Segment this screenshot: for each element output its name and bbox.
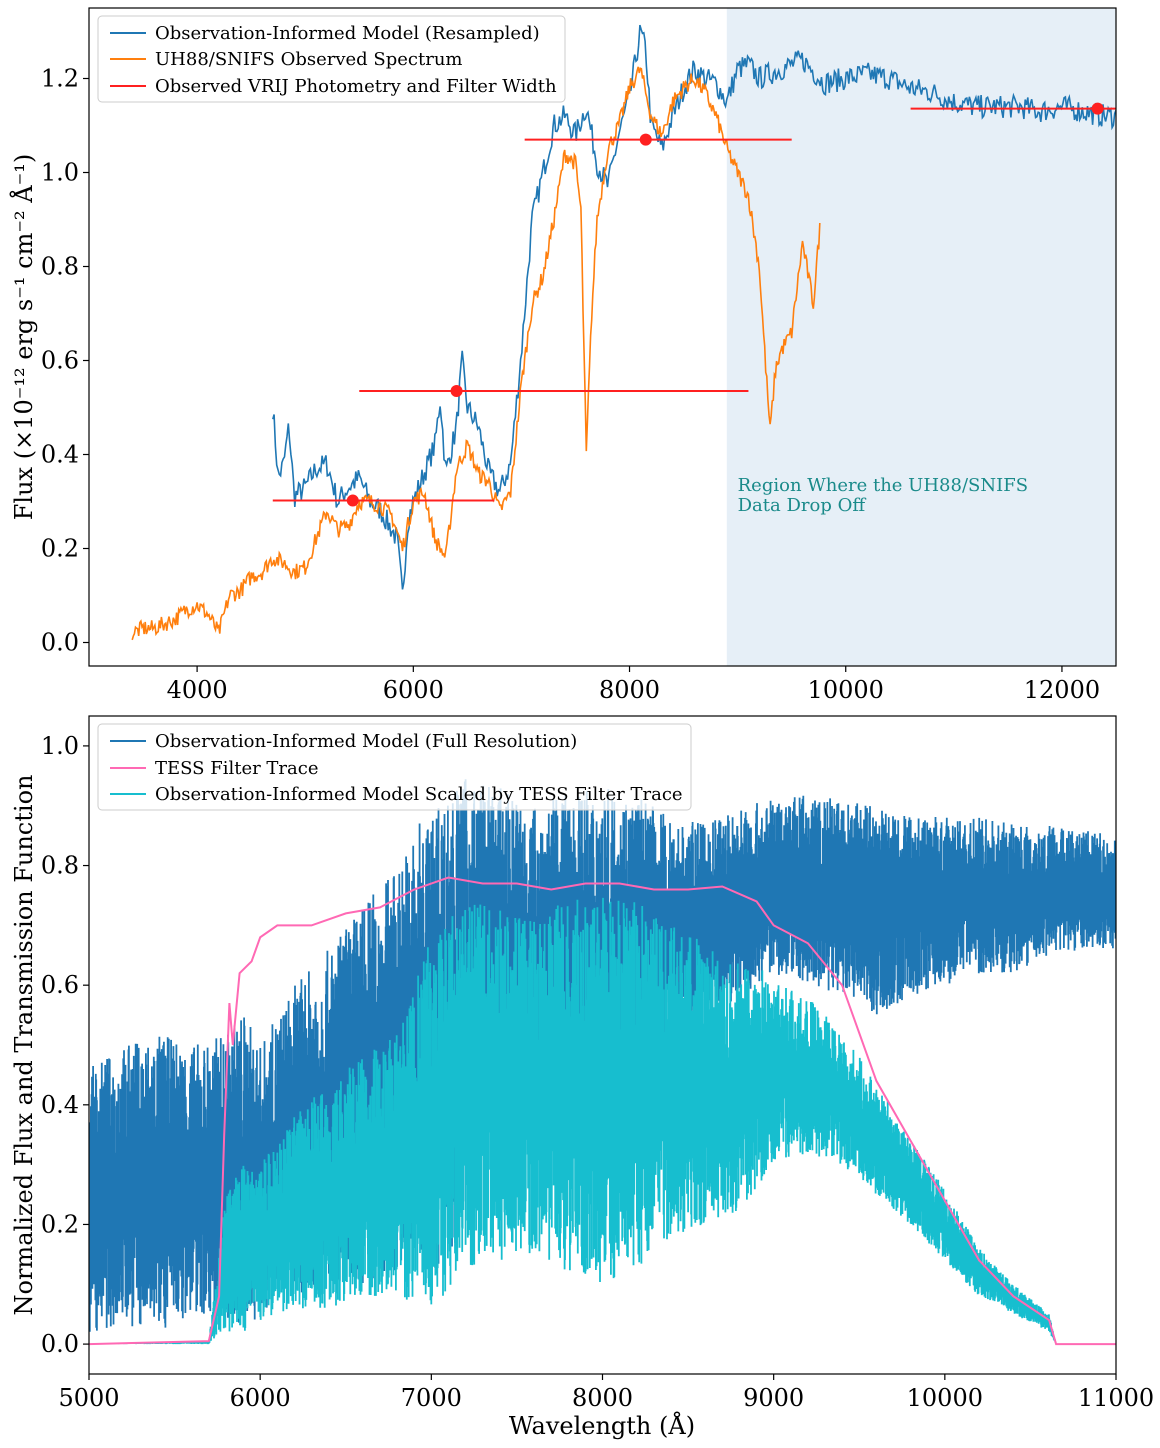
legend-label-model: Observation-Informed Model (Resampled) bbox=[155, 23, 540, 44]
bottom-legend-box bbox=[97, 723, 692, 811]
bottom-xtick-label: 10000 bbox=[907, 1384, 983, 1412]
top-xtick-label: 4000 bbox=[167, 676, 228, 704]
bottom-xtick-label: 7000 bbox=[401, 1384, 462, 1412]
bottom-ytick-label: 0.6 bbox=[41, 971, 79, 999]
top-xtick-label: 10000 bbox=[808, 676, 884, 704]
bottom-legend: Observation-Informed Model (Full Resolut… bbox=[97, 723, 692, 811]
top-ytick-label: 0.4 bbox=[41, 441, 79, 469]
bottom-ytick-label: 0.4 bbox=[41, 1091, 79, 1119]
bottom-ytick-label: 0.8 bbox=[41, 852, 79, 880]
top-ytick-label: 1.0 bbox=[41, 159, 79, 187]
bottom-x-ticks: 5000 6000 7000 8000 9000 10000 11000 bbox=[58, 1374, 1154, 1412]
legend-label-photometry: Observed VRIJ Photometry and Filter Widt… bbox=[155, 76, 557, 97]
dropoff-annotation-line-1: Region Where the UH88/SNIFS bbox=[738, 475, 1028, 496]
bottom-y-axis-label: Normalized Flux and Transmission Functio… bbox=[10, 775, 38, 1316]
top-xtick-label: 12000 bbox=[1024, 676, 1100, 704]
top-legend-box bbox=[97, 15, 566, 103]
bottom-y-ticks: 0.0 0.2 0.4 0.6 0.8 1.0 bbox=[41, 732, 89, 1358]
series-model-resampled bbox=[272, 24, 1116, 590]
top-ytick-label: 0.2 bbox=[41, 535, 79, 563]
bottom-xtick-label: 11000 bbox=[1078, 1384, 1154, 1412]
legend-label-observed: UH88/SNIFS Observed Spectrum bbox=[155, 49, 463, 70]
series-uh88-snifs bbox=[131, 66, 821, 641]
top-ytick-label: 1.2 bbox=[41, 65, 79, 93]
photometry-point-3 bbox=[639, 133, 652, 146]
bottom-ytick-label: 1.0 bbox=[41, 732, 79, 760]
legend-label-tess: TESS Filter Trace bbox=[155, 758, 319, 779]
photometry-point-2 bbox=[450, 385, 463, 398]
dropoff-annotation-line-2: Data Drop Off bbox=[738, 495, 867, 516]
top-ytick-label: 0.6 bbox=[41, 347, 79, 375]
bottom-panel: 5000 6000 7000 8000 9000 10000 11000 0.0 0.2 0.4… bbox=[10, 715, 1154, 1440]
scaled-spectrum-lines bbox=[90, 897, 1057, 1345]
top-axes-frame bbox=[88, 7, 1117, 667]
top-y-ticks: 0.0 0.2 0.4 0.6 0.8 1.0 1.2 bbox=[41, 65, 89, 657]
top-x-ticks: 4000 6000 8000 10000 12000 bbox=[167, 666, 1100, 704]
bottom-xtick-label: 9000 bbox=[743, 1384, 804, 1412]
bottom-xtick-label: 6000 bbox=[230, 1384, 291, 1412]
photometry-point-1 bbox=[346, 494, 359, 507]
top-ytick-label: 0.8 bbox=[41, 253, 79, 281]
bottom-ytick-label: 0.2 bbox=[41, 1210, 79, 1238]
top-ytick-label: 0.0 bbox=[41, 629, 79, 657]
top-legend: Observation-Informed Model (Resampled) U… bbox=[97, 15, 566, 103]
legend-label-scaled: Observation-Informed Model Scaled by TES… bbox=[155, 784, 683, 805]
bottom-x-axis-label: Wavelength (Å) bbox=[509, 1411, 695, 1440]
legend-label-full-res: Observation-Informed Model (Full Resolut… bbox=[155, 731, 577, 752]
bottom-xtick-label: 5000 bbox=[58, 1384, 119, 1412]
bottom-ytick-label: 0.0 bbox=[41, 1330, 79, 1358]
bottom-xtick-label: 8000 bbox=[572, 1384, 633, 1412]
top-xtick-label: 6000 bbox=[383, 676, 444, 704]
top-xtick-label: 8000 bbox=[599, 676, 660, 704]
series-model-scaled-tess bbox=[90, 897, 1057, 1345]
photometry-group bbox=[272, 102, 1116, 507]
series-tess-filter bbox=[89, 876, 1116, 1346]
photometry-point-4 bbox=[1091, 102, 1104, 115]
top-y-axis-label: Flux (×10⁻¹² erg s⁻¹ cm⁻² Å⁻¹) bbox=[9, 154, 38, 521]
